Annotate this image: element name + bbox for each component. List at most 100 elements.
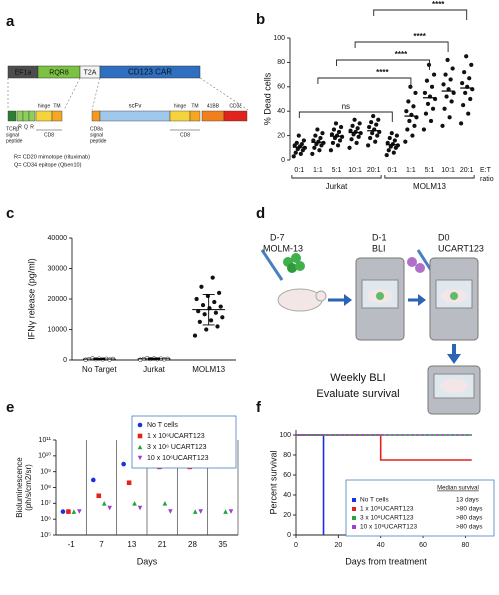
x-tick-label: 10:1 xyxy=(441,167,455,174)
data-point xyxy=(215,324,220,329)
data-point xyxy=(223,509,228,514)
data-point xyxy=(315,127,320,132)
note: Q= CD34 epitope (Qben10) xyxy=(14,162,82,168)
data-point xyxy=(352,117,357,122)
data-point xyxy=(445,57,450,63)
data-point xyxy=(450,66,455,71)
data-point xyxy=(370,131,375,136)
panel-label: e xyxy=(6,399,14,416)
signal-label: signal xyxy=(6,132,19,138)
data-point xyxy=(431,72,437,77)
data-point xyxy=(425,101,431,107)
error-bar xyxy=(93,358,106,361)
syringe xyxy=(260,249,284,281)
data-point xyxy=(335,143,341,148)
y-tick-label: 100 xyxy=(273,35,285,42)
y-tick-label: 80 xyxy=(277,59,285,66)
data-point xyxy=(338,124,344,130)
domain-box xyxy=(22,110,30,122)
data-point xyxy=(77,509,82,514)
x-tick-label: No Target xyxy=(82,365,117,374)
data-point xyxy=(210,275,215,280)
legend-box xyxy=(345,479,495,537)
data-point xyxy=(443,72,448,77)
group-bracket xyxy=(291,175,382,179)
x-tick-label: MOLM13 xyxy=(192,365,225,374)
y-axis-label: IFNγ release (pg/ml) xyxy=(26,258,36,340)
data-point xyxy=(356,134,361,139)
legend-median: >80 days xyxy=(456,515,483,522)
signal-label: signal xyxy=(90,132,103,138)
x-tick-label: 10:1 xyxy=(348,167,362,174)
x-axis-label: E:T xyxy=(480,167,492,174)
legend-marker xyxy=(137,444,143,450)
significance-bracket xyxy=(373,9,468,20)
data-point xyxy=(192,509,198,514)
data-point xyxy=(216,290,222,296)
data-point xyxy=(449,99,454,104)
y-tick-label: 10¹¹ xyxy=(39,437,52,444)
signal xyxy=(450,292,458,300)
data-point xyxy=(320,131,325,136)
x-tick-label: -1 xyxy=(68,540,76,549)
domain-label: TM xyxy=(191,103,198,109)
y-tick-label: 20 xyxy=(277,132,285,139)
y-tick-label: 20 xyxy=(283,512,291,519)
legend-marker xyxy=(137,422,143,428)
arrow-head xyxy=(447,354,461,364)
domain-label: R xyxy=(30,124,34,130)
x-tick-label: 1:1 xyxy=(313,167,323,174)
x-axis-label: Days from treatment xyxy=(345,556,427,566)
data-point xyxy=(336,129,342,135)
data-point xyxy=(366,124,372,130)
legend-title: Median survival xyxy=(437,486,479,492)
step-day: D0 xyxy=(438,232,450,242)
data-point xyxy=(353,129,358,135)
data-point xyxy=(428,118,434,124)
x-tick-label: 20 xyxy=(334,542,342,549)
y-axis-label: (ph/s/cm2/sr) xyxy=(24,464,33,511)
data-point xyxy=(337,138,343,143)
error-bar xyxy=(148,357,160,361)
data-point xyxy=(349,137,354,142)
data-point xyxy=(60,509,66,514)
data-point xyxy=(448,77,453,82)
legend-label: 3 x 10⁶ UCART123 xyxy=(147,444,207,451)
x-tick-label: 60 xyxy=(419,542,427,549)
construct-segment xyxy=(99,65,201,79)
y-axis-label: % Dead cells xyxy=(262,72,272,125)
x-tick-label: 20:1 xyxy=(460,167,474,174)
x-axis-label: ratio xyxy=(480,176,494,183)
footer-text: Evaluate survival xyxy=(316,388,399,400)
data-point xyxy=(405,127,410,132)
data-point xyxy=(298,151,303,157)
data-point xyxy=(192,333,198,338)
y-tick-label: 0 xyxy=(281,157,285,164)
step-day: D-7 xyxy=(270,232,285,242)
data-point xyxy=(328,148,334,153)
data-point xyxy=(355,126,360,131)
segment-label: EF1a xyxy=(15,69,32,76)
y-tick-label: 10¹⁰ xyxy=(38,452,51,460)
panel-label: d xyxy=(256,205,265,222)
x-tick-label: 35 xyxy=(218,540,227,549)
domain-label: scFv xyxy=(129,104,142,110)
y-tick-label: 60 xyxy=(277,84,285,91)
domain-label: CD8 xyxy=(180,132,190,138)
data-point xyxy=(392,138,397,143)
data-point xyxy=(66,509,71,514)
x-tick-label: 21 xyxy=(158,540,167,549)
legend-label: 3 x 10⁶UCART123 xyxy=(360,515,414,522)
data-point xyxy=(200,302,206,308)
data-point xyxy=(299,141,304,147)
domain-box xyxy=(51,110,63,122)
legend-label: 10 x 10⁶UCART123 xyxy=(360,524,417,531)
x-tick-label: 40 xyxy=(377,542,385,549)
data-point xyxy=(469,62,474,67)
x-tick-label: Jurkat xyxy=(143,365,166,374)
y-tick-label: 60 xyxy=(283,472,291,479)
legend-median: 13 days xyxy=(456,497,480,504)
y-tick-label: 30000 xyxy=(48,265,68,272)
data-point xyxy=(412,123,417,128)
cell xyxy=(295,261,305,271)
